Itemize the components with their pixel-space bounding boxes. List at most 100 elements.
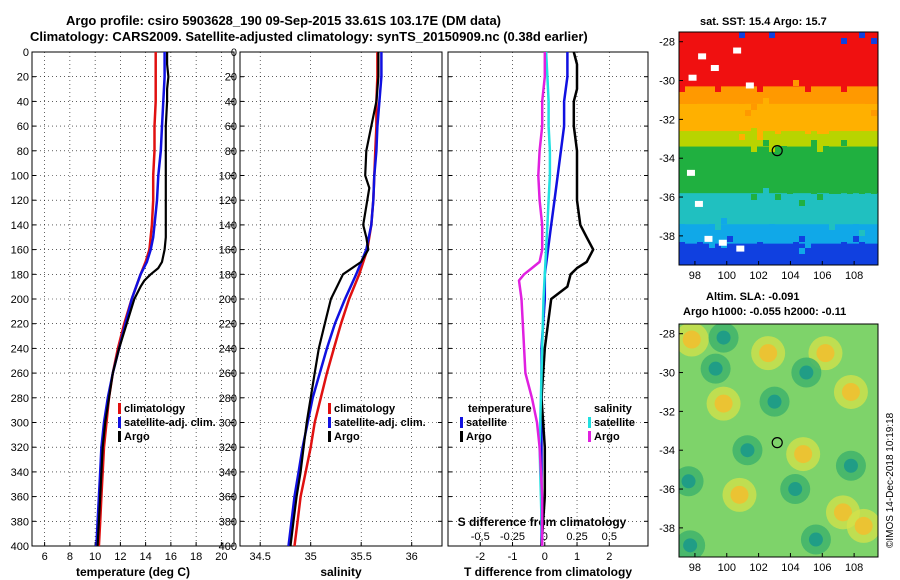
sst-pixel <box>853 68 859 74</box>
sst-pixel <box>859 32 865 38</box>
sst-pixel <box>757 134 763 140</box>
depth-tick-label: 160 <box>219 245 237 257</box>
x-tick-label: 12 <box>114 551 126 563</box>
sst-pixel <box>709 206 715 212</box>
depth-tick-label: 40 <box>225 96 237 108</box>
sst-pixel <box>835 182 841 188</box>
copyright-stamp: ©IMOS 14-Dec-2018 10:19:18 <box>885 412 896 548</box>
s-diff-satellite-line <box>538 51 552 547</box>
sst-pixel <box>805 158 811 164</box>
argo-position-marker <box>771 437 783 449</box>
sst-pixel <box>715 182 721 188</box>
sst-pixel <box>811 236 817 242</box>
lat-tick-label: -32 <box>659 406 675 418</box>
sst-pixel <box>775 32 781 38</box>
legend-s-argo-label: Argo <box>594 431 620 443</box>
sst-pixel <box>757 158 763 164</box>
sst-pixel <box>781 68 787 74</box>
legend-satellite-adj-label: satellite-adj. clim. <box>334 417 426 429</box>
sst-pixel <box>817 212 823 218</box>
sst-pixel <box>727 80 733 86</box>
lon-tick-label: 100 <box>718 562 736 574</box>
sst-pixel <box>757 32 763 38</box>
sst-pixel <box>805 194 811 200</box>
sst-pixel <box>799 200 805 206</box>
sst-pixel <box>865 44 871 50</box>
sla-high-core <box>794 445 813 464</box>
sst-pixel <box>799 206 805 212</box>
lon-tick-label: 102 <box>749 562 767 574</box>
sst-pixel <box>799 248 805 254</box>
sst-pixel <box>793 242 799 248</box>
sst-pixel <box>781 158 787 164</box>
sst-pixel <box>865 140 871 146</box>
x-tick-label: 36 <box>406 551 418 563</box>
sst-pixel <box>871 134 877 140</box>
sst-pixel <box>817 146 823 152</box>
sst-pixel <box>829 188 835 194</box>
lat-tick-label: -34 <box>659 445 675 457</box>
sst-pixel <box>841 38 847 44</box>
sst-pixel <box>685 62 691 68</box>
sst-pixel <box>829 116 835 122</box>
depth-tick-label: 280 <box>219 393 237 405</box>
sla-low-core <box>767 394 782 409</box>
depth-tick-label: 220 <box>11 319 29 331</box>
sst-pixel <box>727 230 733 236</box>
s-diff-tick-label: 0.25 <box>566 531 587 543</box>
depth-tick-label: 380 <box>11 516 29 528</box>
sla-low-core <box>843 458 858 473</box>
sst-pixel <box>709 44 715 50</box>
x-tick-label: -2 <box>475 551 485 563</box>
depth-tick-label: 360 <box>219 492 237 504</box>
sst-pixel <box>739 98 745 104</box>
sst-pixel <box>739 170 745 176</box>
sst-pixel <box>679 230 685 236</box>
sst-pixel <box>745 182 751 188</box>
x-tick-label: 0 <box>542 551 548 563</box>
legend-satellite-adj-swatch <box>328 417 331 428</box>
depth-tick-label: 100 <box>11 171 29 183</box>
sst-pixel <box>697 170 703 176</box>
sst-pixel <box>703 44 709 50</box>
depth-tick-label: 280 <box>11 393 29 405</box>
sst-pixel <box>727 200 733 206</box>
sst-pixel <box>841 242 847 248</box>
sla-high-core <box>730 485 749 504</box>
sst-pixel <box>715 32 721 38</box>
sst-pixel <box>679 224 685 230</box>
sst-pixel <box>721 44 727 50</box>
lon-tick-label: 106 <box>813 562 831 574</box>
sst-pixel <box>739 32 745 38</box>
sst-pixel <box>811 164 817 170</box>
sst-pixel <box>679 260 685 265</box>
legend-satellite-adj-label: satellite-adj. clim. <box>124 417 216 429</box>
legend-argo-swatch <box>118 431 121 442</box>
sst-band <box>679 86 878 105</box>
sst-pixel <box>679 242 685 248</box>
sst-pixel <box>835 56 841 62</box>
depth-tick-label: 340 <box>219 467 237 479</box>
sla-high-core <box>833 503 852 522</box>
x-tick-label: 16 <box>165 551 177 563</box>
sst-pixel <box>859 230 865 236</box>
sst-pixel <box>811 140 817 146</box>
sst-pixel <box>859 188 865 194</box>
sst-pixel <box>805 56 811 62</box>
sst-pixel <box>715 86 721 92</box>
argo-position-marker <box>771 145 783 157</box>
sst-pixel <box>871 200 877 206</box>
sst-pixel <box>697 242 703 248</box>
sst-pixel <box>763 206 769 212</box>
sst-pixel <box>751 146 757 152</box>
sst-pixel <box>847 218 853 224</box>
sst-pixel <box>691 212 697 218</box>
sst-pixel <box>835 218 841 224</box>
sst-pixel <box>745 122 751 128</box>
sst-pixel <box>685 98 691 104</box>
sst-pixel <box>799 230 805 236</box>
lon-tick-label: 106 <box>813 270 831 282</box>
sst-pixel <box>721 254 727 260</box>
legend-t-satellite-label: satellite <box>466 417 507 429</box>
sst-pixel <box>865 254 871 260</box>
